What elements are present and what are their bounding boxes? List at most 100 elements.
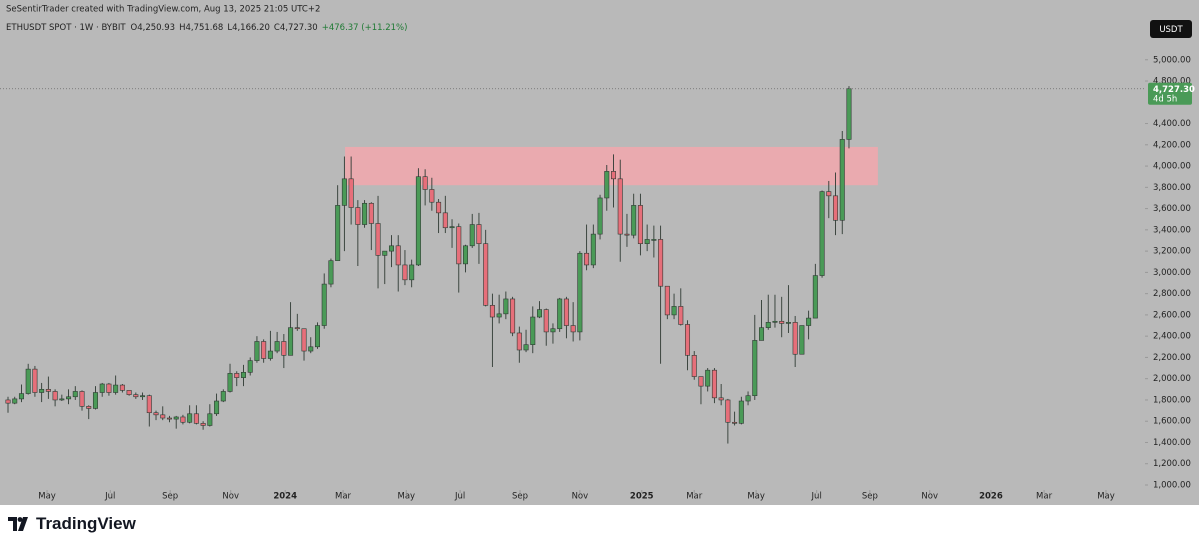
candle-body: [12, 398, 18, 404]
candle-body: [631, 205, 637, 236]
candle-body: [577, 252, 583, 333]
candle-body: [678, 306, 684, 325]
candle-body: [839, 139, 845, 221]
candle-body: [294, 327, 300, 330]
candle-body: [5, 399, 11, 404]
candle-body: [240, 372, 246, 378]
currency-button[interactable]: [1150, 20, 1192, 38]
candle-body: [510, 298, 516, 334]
candle-body: [160, 414, 166, 419]
candle-body: [119, 384, 125, 391]
candle-body: [79, 391, 85, 407]
candle-body: [200, 423, 206, 426]
x-tick-label: 2025: [630, 492, 654, 502]
candle-body: [819, 191, 825, 276]
legend-symbol: ETHUSDT SPOT · 1W · BYBIT: [6, 23, 126, 33]
last-price-label: 4,727.30: [1153, 85, 1195, 95]
candle-body: [705, 369, 711, 387]
candle-body: [234, 373, 240, 378]
candle-body: [462, 245, 468, 265]
candle-body: [368, 202, 374, 224]
brand: TradingView: [8, 514, 136, 534]
y-tick-label: 3,400.00: [1153, 225, 1191, 235]
candle-body: [765, 322, 771, 328]
candle-body: [691, 355, 697, 377]
x-tick-label: May: [1097, 492, 1115, 502]
candle-body: [341, 178, 347, 206]
x-tick-label: Sep: [162, 492, 178, 502]
candle-body: [685, 324, 691, 356]
candle-body: [604, 171, 610, 199]
candle-body: [193, 413, 199, 424]
candle-body: [483, 243, 489, 306]
candle-body: [140, 395, 146, 398]
candle-body: [288, 327, 294, 356]
candle-body: [355, 207, 361, 225]
candle-body: [664, 285, 670, 316]
candle-body: [422, 176, 428, 190]
candle-body: [442, 212, 448, 229]
x-tick-label: 2024: [273, 492, 297, 502]
candle-body: [732, 421, 738, 424]
candle-body: [18, 393, 24, 400]
y-tick-label: 2,800.00: [1153, 289, 1191, 299]
currency-label[interactable]: USDT: [1159, 25, 1183, 35]
candle-body: [227, 373, 233, 392]
candle-body: [543, 309, 549, 333]
y-tick-label: 4,000.00: [1153, 162, 1191, 172]
candle-body: [496, 313, 502, 318]
legend-change: +476.37 (+11.21%): [322, 23, 408, 33]
x-tick-label: Nov: [921, 492, 938, 502]
y-tick-label: 5,000.00: [1153, 55, 1191, 65]
x-tick-label: May: [398, 492, 416, 502]
candle-body: [301, 328, 307, 352]
x-tick-label: Jul: [811, 492, 822, 502]
candle-body: [456, 226, 462, 265]
candle-body: [725, 399, 731, 423]
candle-body: [711, 369, 717, 399]
x-tick-label: Sep: [862, 492, 878, 502]
candle-body: [133, 394, 139, 398]
candle-body: [698, 376, 704, 387]
candle-body: [812, 275, 818, 319]
candle-body: [274, 341, 280, 352]
candle-body: [570, 325, 576, 333]
y-tick-label: 2,400.00: [1153, 332, 1191, 342]
y-tick-label: 1,800.00: [1153, 395, 1191, 405]
y-tick-label: 4,800.00: [1153, 77, 1191, 87]
candle-body: [395, 245, 401, 266]
candle-body: [637, 205, 643, 244]
candle-body: [611, 171, 617, 180]
candle-body: [32, 368, 38, 393]
candle-body: [415, 176, 421, 266]
candle-body: [25, 368, 31, 394]
candle-body: [267, 350, 273, 359]
candle-body: [113, 384, 119, 393]
candle-body: [718, 397, 724, 401]
x-tick-label: Sep: [512, 492, 528, 502]
y-tick-label: 3,000.00: [1153, 268, 1191, 278]
candle-body: [402, 264, 408, 281]
candle-body: [308, 346, 314, 352]
candle-body: [86, 406, 92, 409]
candle-body: [146, 395, 152, 414]
countdown: 4d 5h: [1153, 94, 1177, 104]
brand-logo: [8, 517, 28, 531]
y-tick-label: 3,600.00: [1153, 204, 1191, 214]
candle-body: [436, 201, 442, 214]
candle-body: [752, 340, 758, 397]
x-tick-label: May: [38, 492, 56, 502]
candle-body: [59, 398, 65, 401]
legend-low: L4,166.20: [227, 23, 270, 33]
candle-body: [92, 392, 98, 409]
candle-body: [772, 320, 778, 323]
y-tick-label: 2,000.00: [1153, 374, 1191, 384]
candle-body: [537, 309, 543, 318]
candle-body: [106, 383, 112, 393]
candle-body: [644, 239, 650, 244]
candle-body: [409, 264, 415, 281]
last-price-box: [1148, 82, 1192, 105]
candle-body: [846, 88, 852, 140]
candle-body: [214, 400, 220, 415]
